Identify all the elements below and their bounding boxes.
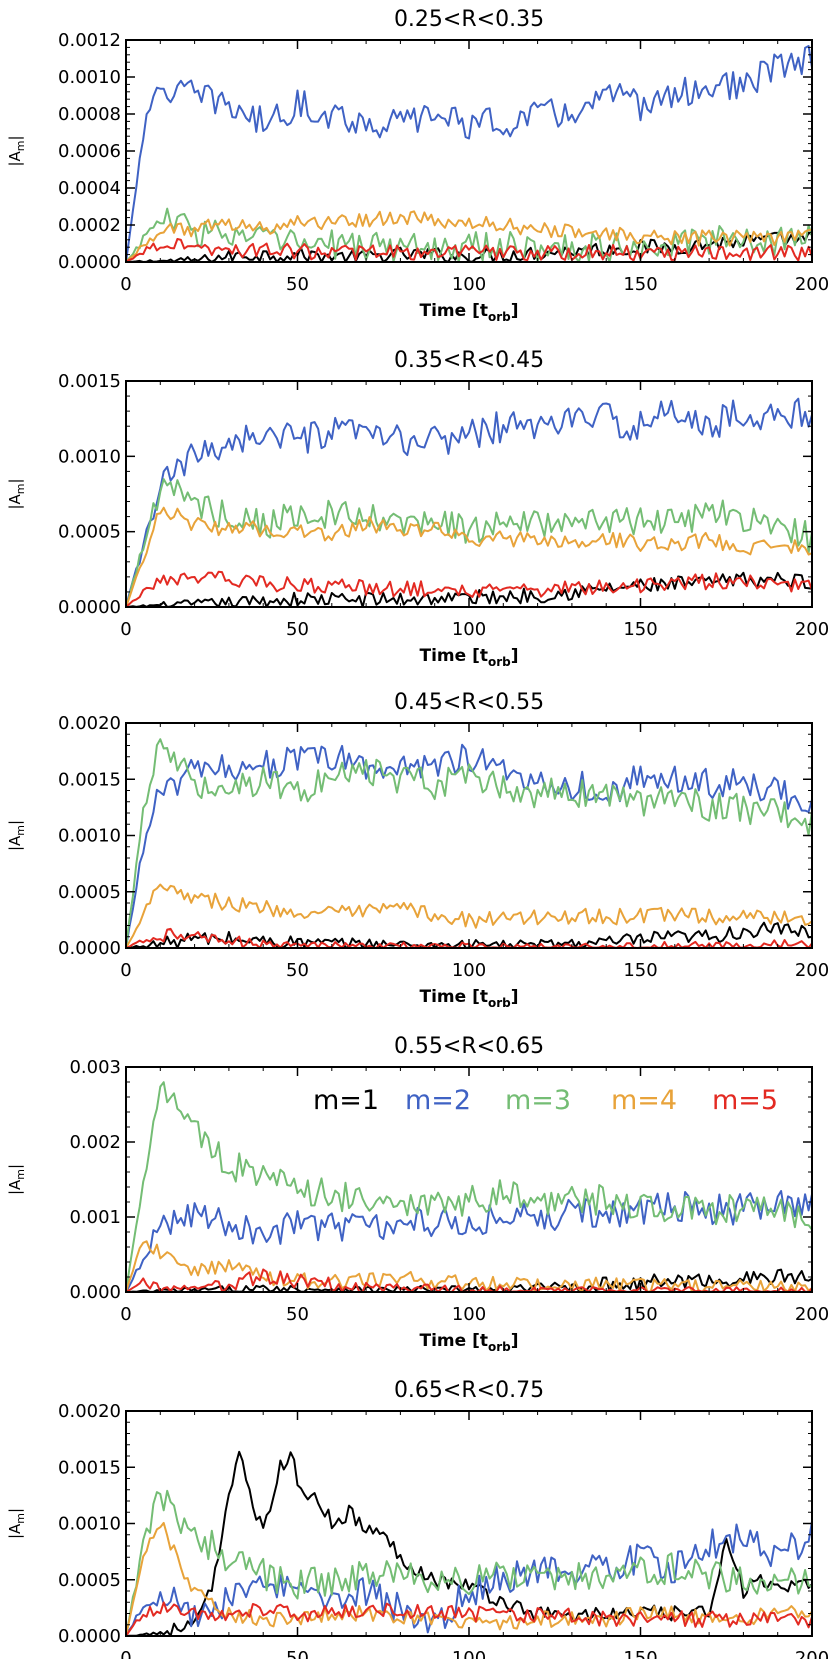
series-line-m5 [126, 238, 812, 262]
y-tick-label: 0.0000 [58, 1626, 121, 1647]
y-axis-label: |Am| [6, 1164, 27, 1195]
plot-frame [125, 39, 813, 263]
y-tick-label: 0.0010 [58, 1514, 121, 1535]
y-tick-label: 0.0008 [58, 104, 121, 125]
panel-2: 0.35<R<0.45 0 50 100 150 200 0.0000 0.0005 0.001… [6, 348, 829, 669]
series-line-m3 [126, 207, 812, 262]
series-line-m3 [126, 1081, 812, 1292]
y-axis-label: |Am| [6, 1508, 27, 1539]
y-tick-label: 0.0004 [58, 178, 121, 199]
x-tick-label: 50 [286, 960, 309, 981]
x-tick-label: 150 [623, 1304, 657, 1325]
panel-title: 0.25<R<0.35 [394, 7, 544, 32]
y-axis-label: |Am| [6, 478, 27, 509]
x-tick-label: 100 [452, 960, 486, 981]
legend-entry-m3: m=3 [505, 1085, 571, 1116]
panel-title: 0.65<R<0.75 [394, 1378, 544, 1403]
series-line-m3 [126, 1489, 812, 1636]
x-tick-label: 200 [795, 960, 829, 981]
legend-entry-m4: m=4 [611, 1085, 677, 1116]
series-line-m5 [126, 1601, 812, 1636]
x-tick-label: 0 [120, 619, 131, 640]
y-tick-label: 0.0002 [58, 215, 121, 236]
y-axis-label: |Am| [6, 135, 27, 166]
series-line-m4 [126, 883, 812, 948]
series-line-m4 [126, 1521, 812, 1636]
legend-entry-m5: m=5 [712, 1085, 778, 1116]
y-tick-label: 0.0010 [58, 67, 121, 88]
panel-title: 0.35<R<0.45 [394, 348, 544, 373]
x-tick-label: 150 [623, 960, 657, 981]
panel-4: 0.55<R<0.65 0 50 100 150 200 0.000 0.001 0.002 0.… [6, 1034, 829, 1354]
series-line-m2 [126, 1521, 812, 1636]
series-line-m1 [126, 1450, 812, 1636]
y-tick-label: 0.001 [69, 1207, 121, 1228]
x-tick-label: 150 [623, 1648, 657, 1659]
y-tick-label: 0.0000 [58, 597, 121, 618]
x-tick-label: 100 [452, 274, 486, 295]
plot-frame [125, 380, 813, 608]
x-tick-label: 50 [286, 274, 309, 295]
x-tick-label: 200 [795, 1304, 829, 1325]
series-line-m3 [126, 738, 812, 948]
y-tick-label: 0.0010 [58, 826, 121, 847]
x-tick-label: 100 [452, 1304, 486, 1325]
y-tick-label: 0.0005 [58, 1570, 121, 1591]
y-tick-label: 0.0015 [58, 371, 121, 392]
legend-entry-m1: m=1 [313, 1085, 379, 1116]
legend-entry-m2: m=2 [405, 1085, 471, 1116]
panel-3: 0.45<R<0.55 0 50 100 150 200 0.0000 0.0005 0.001… [6, 690, 829, 1010]
y-tick-label: 0.000 [69, 1282, 121, 1303]
x-tick-label: 150 [623, 619, 657, 640]
panel-title: 0.55<R<0.65 [394, 1034, 544, 1059]
y-tick-label: 0.0015 [58, 1457, 121, 1478]
x-axis-label: Time [torb] [419, 987, 518, 1010]
y-tick-label: 0.003 [69, 1057, 121, 1078]
x-tick-label: 200 [795, 274, 829, 295]
series-line-m3 [126, 478, 812, 607]
x-tick-label: 0 [120, 960, 131, 981]
y-tick-label: 0.0012 [58, 30, 121, 51]
x-tick-label: 100 [452, 619, 486, 640]
x-tick-label: 150 [623, 274, 657, 295]
y-tick-label: 0.0000 [58, 938, 121, 959]
y-tick-label: 0.0020 [58, 1401, 121, 1422]
y-tick-label: 0.0006 [58, 141, 121, 162]
panel-1: 0.25<R<0.35 0 50 100 150 200 0.0000 0.0002 0.000… [6, 7, 829, 324]
series-line-m4 [126, 210, 812, 262]
y-tick-label: 0.0005 [58, 522, 121, 543]
x-tick-label: 0 [120, 1304, 131, 1325]
panel-5: 0.65<R<0.75 0 50 100 150 200 0.0000 0.0005 0.001… [6, 1378, 829, 1659]
x-tick-label: 0 [120, 1648, 131, 1659]
y-tick-label: 0.0000 [58, 252, 121, 273]
x-tick-label: 50 [286, 1304, 309, 1325]
x-tick-label: 200 [795, 619, 829, 640]
y-tick-label: 0.002 [69, 1132, 121, 1153]
x-tick-label: 0 [120, 274, 131, 295]
y-axis-label: |Am| [6, 820, 27, 851]
x-axis-label: Time [torb] [419, 646, 518, 669]
x-tick-label: 200 [795, 1648, 829, 1659]
series-line-m4 [126, 506, 812, 607]
x-axis-label: Time [torb] [419, 301, 518, 324]
series-line-m2 [126, 743, 812, 948]
y-tick-label: 0.0015 [58, 769, 121, 790]
x-tick-label: 100 [452, 1648, 486, 1659]
series-line-m2 [126, 1190, 812, 1292]
series-line-m2 [126, 397, 812, 607]
x-axis-label: Time [torb] [419, 1331, 518, 1354]
panel-title: 0.45<R<0.55 [394, 690, 544, 715]
y-tick-label: 0.0005 [58, 882, 121, 903]
x-tick-label: 50 [286, 619, 309, 640]
series-line-m2 [126, 45, 812, 262]
y-tick-label: 0.0010 [58, 446, 121, 467]
x-tick-label: 50 [286, 1648, 309, 1659]
series-line-m5 [126, 570, 812, 607]
y-tick-label: 0.0020 [58, 713, 121, 734]
